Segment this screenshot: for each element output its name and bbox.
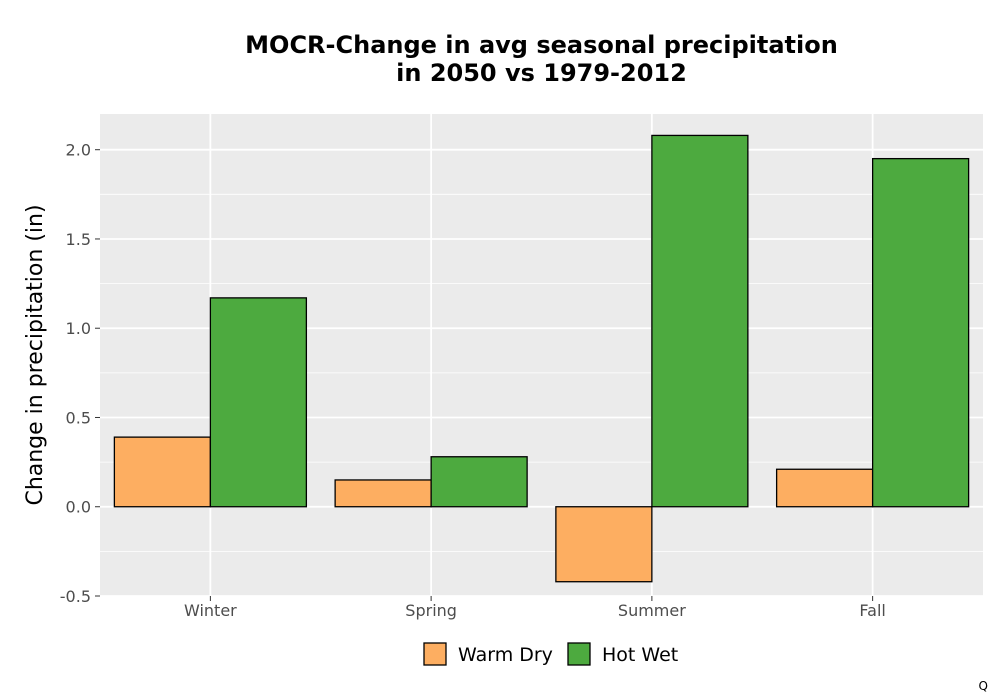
legend: Warm Dry Hot Wet <box>423 642 678 666</box>
bar-hot-wet-spring <box>430 456 528 508</box>
legend-key-warm-dry <box>423 642 447 666</box>
y-tick-label: -0.5 <box>60 587 91 606</box>
y-tick-label: 0.0 <box>66 498 91 517</box>
legend-label: Warm Dry <box>458 644 553 666</box>
x-tick-label: Spring <box>405 601 457 620</box>
bar-warm-dry-spring <box>334 479 432 508</box>
y-axis-ticks: -0.5 0.0 0.5 1.0 1.5 2.0 <box>60 141 100 606</box>
legend-label: Hot Wet <box>602 644 678 666</box>
bar-hot-wet-summer <box>651 134 749 508</box>
y-tick-label: 0.5 <box>66 408 91 427</box>
grid-layer <box>100 114 983 597</box>
corner-note: Q <box>979 679 988 693</box>
x-axis-ticks: Winter Spring Summer Fall <box>184 596 886 620</box>
chart-title: MOCR-Change in avg seasonal precipitatio… <box>245 31 838 87</box>
bar-warm-dry-winter <box>113 436 212 508</box>
bar-hot-wet-fall <box>871 157 970 508</box>
bar-warm-dry-fall <box>775 468 874 508</box>
y-tick-label: 2.0 <box>66 141 91 160</box>
x-tick-label: Winter <box>184 601 237 620</box>
legend-key-hot-wet <box>567 642 591 666</box>
y-axis-title: Change in precipitation (in) <box>23 204 48 505</box>
y-tick-label: 1.0 <box>66 319 91 338</box>
x-tick-label: Summer <box>618 601 686 620</box>
y-tick-label: 1.5 <box>66 230 91 249</box>
bar-warm-dry-summer <box>555 506 653 583</box>
bar-hot-wet-winter <box>209 297 308 508</box>
bar-layer <box>113 134 970 583</box>
x-tick-label: Fall <box>859 601 885 620</box>
